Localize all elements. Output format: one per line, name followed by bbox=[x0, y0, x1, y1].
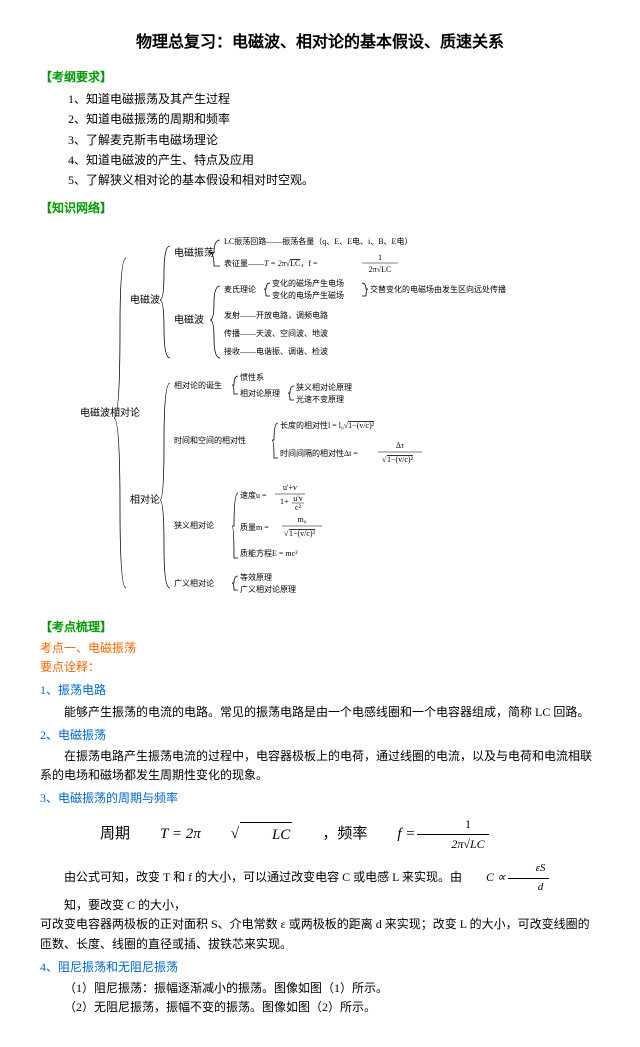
rel-birth-label: 相对论的诞生 bbox=[174, 380, 222, 390]
rel-label: 相对论 bbox=[130, 493, 160, 506]
svg-text:时间间隔的相对性Δt =: 时间间隔的相对性Δt = bbox=[280, 448, 358, 458]
section-points: 【考点梳理】 bbox=[40, 618, 600, 637]
svg-text:u'v: u'v bbox=[293, 494, 302, 503]
svg-text:长度的相对性l = l₀√1−(v/c)²: 长度的相对性l = l₀√1−(v/c)² bbox=[280, 420, 375, 430]
svg-text:1−(v/c)²: 1−(v/c)² bbox=[289, 529, 316, 538]
requirements-list: 1、知道电磁振荡及其产生过程 2、知道电磁振荡的周期和频率 3、了解麦克斯韦电磁… bbox=[40, 89, 600, 191]
svg-text:1: 1 bbox=[378, 253, 382, 262]
svg-text:交替变化的电磁场由发生区向远处传播: 交替变化的电磁场由发生区向远处传播 bbox=[370, 284, 506, 294]
req-item: 1、知道电磁振荡及其产生过程 bbox=[68, 89, 600, 109]
svg-text:速度u =: 速度u = bbox=[240, 490, 267, 500]
broad-label: 广义相对论 bbox=[174, 578, 214, 588]
maxwell-label: 麦氏理论 bbox=[224, 284, 256, 294]
root-label: 电磁波相对论 bbox=[80, 406, 140, 419]
svg-text:质量m =: 质量m = bbox=[240, 522, 269, 532]
p4-line1: （1）阻尼振荡：振幅逐渐减小的振荡。图像如图（1）所示。 bbox=[40, 979, 600, 998]
svg-text:2π√LC: 2π√LC bbox=[369, 265, 392, 274]
p2-heading: 2、电磁振荡 bbox=[40, 726, 600, 745]
svg-text:惯性系: 惯性系 bbox=[240, 372, 264, 382]
p3-heading: 3、电磁振荡的周期与频率 bbox=[40, 789, 600, 808]
req-item: 4、知道电磁波的产生、特点及应用 bbox=[68, 150, 600, 170]
svg-text:质能方程E = mc²: 质能方程E = mc² bbox=[240, 548, 298, 558]
knowledge-tree-diagram: text { font-family: "SimSun", serif; fon… bbox=[80, 228, 560, 608]
p2-text: 在振荡电路产生振荡电流的过程中，电容器极板上的电荷，通过线圈的电流，以及与电荷和… bbox=[40, 747, 600, 785]
page-title: 物理总复习：电磁波、相对论的基本假设、质速关系 bbox=[40, 30, 600, 56]
period-formula: 周期 T = 2π LC ，频率 f = 1 2π√LC bbox=[40, 815, 600, 854]
lc-label: LC振荡回路——振荡各量（q、E、E电、i、B、E电） bbox=[224, 236, 412, 246]
p4-heading: 4、阻尼振荡和无阻尼振荡 bbox=[40, 958, 600, 977]
p4-line2: （2）无阻尼振荡，振幅不变的振荡。图像如图（2）所示。 bbox=[40, 998, 600, 1017]
p1-text: 能够产生振荡的电流的电路。常见的振荡电路是由一个电感线圈和一个电容器组成，简称 … bbox=[40, 703, 600, 722]
svg-text:变化的磁场产生电场: 变化的磁场产生电场 bbox=[272, 278, 344, 288]
svg-text:光速不变原理: 光速不变原理 bbox=[296, 394, 344, 404]
trans-label: 传播——天波、空间波、地波 bbox=[224, 328, 328, 338]
svg-text:Δτ: Δτ bbox=[396, 441, 405, 450]
section-knowledge-network: 【知识网络】 bbox=[40, 199, 600, 218]
req-item: 3、了解麦克斯韦电磁场理论 bbox=[68, 130, 600, 150]
emw-sub-label: 电磁波 bbox=[174, 313, 204, 326]
emit-label: 发射——开放电路，调频电路 bbox=[224, 310, 328, 320]
svg-text:u'+v: u'+v bbox=[283, 483, 297, 492]
svg-text:狭义相对论原理: 狭义相对论原理 bbox=[296, 382, 352, 392]
section-exam-requirements: 【考纲要求】 bbox=[40, 68, 600, 87]
p3-para1: 由公式可知，改变 T 和 f 的大小，可以通过改变电容 C 或电感 L 来实现。… bbox=[40, 860, 600, 915]
recv-label: 接收——电谐振、调谐、检波 bbox=[224, 346, 328, 356]
spacetime-label: 时间和空间的相对性 bbox=[174, 435, 246, 445]
svg-text:1−(v/c)²: 1−(v/c)² bbox=[387, 455, 414, 464]
point1-title: 考点一、电磁振荡 bbox=[40, 639, 600, 658]
feature-label: 表征量——T = 2π√LC，f = bbox=[224, 258, 318, 268]
svg-text:m₀: m₀ bbox=[297, 515, 306, 524]
req-item: 5、了解狭义相对论的基本假设和相对时空观。 bbox=[68, 170, 600, 190]
req-item: 2、知道电磁振荡的周期和频率 bbox=[68, 109, 600, 129]
svg-text:c²: c² bbox=[295, 503, 302, 512]
svg-text:等效原理: 等效原理 bbox=[240, 572, 272, 582]
svg-text:1+: 1+ bbox=[280, 497, 289, 506]
p3-para2: 可改变电容器两极板的正对面积 S、介电常数 ε 或两极板的距离 d 来实现；改变… bbox=[40, 915, 600, 953]
svg-text:相对论原理: 相对论原理 bbox=[240, 388, 280, 398]
narrow-rel-label: 狭义相对论 bbox=[174, 520, 214, 530]
emwave-label: 电磁波 bbox=[130, 293, 160, 306]
svg-text:变化的电场产生磁场: 变化的电场产生磁场 bbox=[272, 290, 344, 300]
em-osc-label: 电磁振荡 bbox=[174, 246, 214, 259]
p1-heading: 1、振荡电路 bbox=[40, 681, 600, 700]
svg-text:广义相对论原理: 广义相对论原理 bbox=[240, 584, 296, 594]
key-explain: 要点诠释： bbox=[40, 658, 600, 677]
